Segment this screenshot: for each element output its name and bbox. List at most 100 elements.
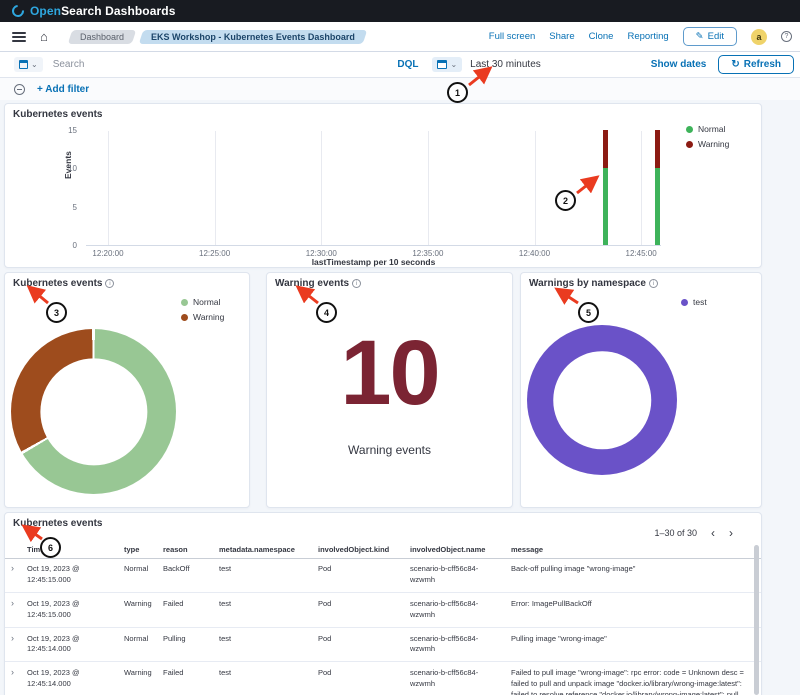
breadcrumb-current-dashboard[interactable]: EKS Workshop - Kubernetes Events Dashboa… bbox=[139, 30, 367, 44]
table-cell-namespace: test bbox=[217, 593, 312, 627]
donut-chart-events[interactable] bbox=[11, 329, 176, 494]
top-app-bar: OpenSearch Dashboards bbox=[0, 0, 800, 22]
legend-item-normal[interactable]: Normal bbox=[181, 297, 224, 307]
time-range-value[interactable]: Last 30 minutes bbox=[470, 59, 541, 70]
table-pagination: 1–30 of 30 ‹ › bbox=[654, 527, 733, 539]
legend-dot-icon bbox=[681, 299, 688, 306]
column-header-reason[interactable]: reason bbox=[161, 541, 213, 558]
table-cell-namespace: test bbox=[217, 558, 312, 592]
table-cell-name: scenario-b-cff56c84-wzwmh bbox=[408, 558, 505, 592]
table-row: ›Oct 19, 2023 @ 12:45:14.000NormalPullin… bbox=[5, 628, 761, 663]
metric-label: Warning events bbox=[267, 443, 512, 457]
y-tick-label: 5 bbox=[73, 203, 77, 212]
x-axis-label: lastTimestamp per 10 seconds bbox=[86, 257, 661, 267]
chevron-left-icon[interactable]: ‹ bbox=[711, 527, 715, 539]
table-cell-message: Pulling image "wrong-image" bbox=[509, 628, 749, 662]
table-body: ›Oct 19, 2023 @ 12:45:15.000NormalBackOf… bbox=[5, 558, 761, 695]
nav-actions: Full screen Share Clone Reporting ✎ Edit… bbox=[489, 27, 800, 46]
table-cell-time: Oct 19, 2023 @ 12:45:15.000 bbox=[25, 558, 118, 592]
table-cell-reason: Failed bbox=[161, 662, 213, 695]
panel-kubernetes-events-chart: Kubernetes events Events 051015 12:20:00… bbox=[4, 103, 762, 268]
gridline bbox=[535, 131, 536, 245]
full-screen-link[interactable]: Full screen bbox=[489, 31, 535, 42]
y-tick-label: 15 bbox=[68, 126, 77, 135]
info-icon[interactable]: i bbox=[105, 279, 114, 288]
pagination-range: 1–30 of 30 bbox=[654, 528, 697, 538]
refresh-button[interactable]: ↻ Refresh bbox=[718, 55, 794, 74]
bar-segment-normal[interactable] bbox=[655, 168, 660, 245]
row-expand-icon[interactable]: › bbox=[9, 628, 21, 662]
help-icon[interactable]: ? bbox=[781, 31, 792, 42]
column-header-type[interactable]: type bbox=[122, 541, 157, 558]
table-cell-name: scenario-b-cff56c84-wzwmh bbox=[408, 628, 505, 662]
info-icon[interactable]: i bbox=[649, 279, 658, 288]
legend-dot-icon bbox=[686, 141, 693, 148]
legend-item-test[interactable]: test bbox=[681, 297, 707, 307]
legend-label: test bbox=[693, 297, 707, 307]
breadcrumb-dashboard[interactable]: Dashboard bbox=[68, 30, 137, 44]
row-expand-icon[interactable]: › bbox=[9, 593, 21, 627]
chart-legend: test bbox=[681, 297, 707, 307]
opensearch-logo-icon bbox=[10, 3, 27, 20]
panel-title: Warnings by namespace i bbox=[529, 278, 658, 289]
donut-chart-namespaces[interactable] bbox=[527, 325, 677, 475]
table-scrollbar[interactable] bbox=[754, 545, 759, 695]
gridline bbox=[641, 131, 642, 245]
filter-icon[interactable] bbox=[14, 84, 25, 95]
table-cell-type: Normal bbox=[122, 558, 157, 592]
annotation-marker-3: 3 bbox=[46, 302, 67, 323]
column-header-message[interactable]: message bbox=[509, 541, 749, 558]
table-row: ›Oct 19, 2023 @ 12:45:15.000NormalBackOf… bbox=[5, 558, 761, 593]
clone-link[interactable]: Clone bbox=[589, 31, 614, 42]
time-series-plot[interactable] bbox=[86, 131, 661, 246]
annotation-marker-6: 6 bbox=[40, 537, 61, 558]
home-icon[interactable]: ⌂ bbox=[40, 30, 48, 43]
panel-kubernetes-events-table: Kubernetes events 1–30 of 30 ‹ › Time ▾ … bbox=[4, 512, 762, 695]
table-cell-kind: Pod bbox=[316, 628, 404, 662]
legend-item-normal[interactable]: Normal bbox=[686, 124, 729, 134]
table-cell-name: scenario-b-cff56c84-wzwmh bbox=[408, 662, 505, 695]
search-input[interactable] bbox=[53, 59, 353, 70]
bar-segment-warning[interactable] bbox=[603, 130, 608, 168]
legend-item-warning[interactable]: Warning bbox=[181, 312, 224, 322]
dql-button[interactable]: DQL bbox=[397, 59, 418, 70]
show-dates-button[interactable]: Show dates bbox=[651, 59, 707, 70]
legend-item-warning[interactable]: Warning bbox=[686, 139, 729, 149]
column-header-name[interactable]: involvedObject.name bbox=[408, 541, 505, 558]
bar-segment-normal[interactable] bbox=[603, 168, 608, 245]
panel-title: Kubernetes events i bbox=[13, 278, 114, 289]
legend-label: Normal bbox=[193, 297, 220, 307]
pencil-icon: ✎ bbox=[696, 31, 704, 42]
column-header-namespace[interactable]: metadata.namespace bbox=[217, 541, 312, 558]
annotation-marker-1: 1 bbox=[447, 82, 468, 103]
row-expand-icon[interactable]: › bbox=[9, 662, 21, 695]
column-header-kind[interactable]: involvedObject.kind bbox=[316, 541, 404, 558]
table-cell-time: Oct 19, 2023 @ 12:45:15.000 bbox=[25, 593, 118, 627]
table-cell-name: scenario-b-cff56c84-wzwmh bbox=[408, 593, 505, 627]
annotation-marker-5: 5 bbox=[578, 302, 599, 323]
table-cell-kind: Pod bbox=[316, 593, 404, 627]
info-icon[interactable]: i bbox=[352, 279, 361, 288]
date-picker-button[interactable]: ⌄ bbox=[432, 57, 462, 72]
add-filter-button[interactable]: + Add filter bbox=[37, 84, 89, 95]
saved-query-menu-button[interactable]: ⌄ bbox=[14, 57, 43, 72]
row-expand-icon[interactable]: › bbox=[9, 558, 21, 592]
reporting-link[interactable]: Reporting bbox=[627, 31, 668, 42]
query-bar-right: DQL ⌄ Last 30 minutes Show dates ↻ Refre… bbox=[397, 52, 800, 77]
legend-label: Normal bbox=[698, 124, 725, 134]
table-cell-type: Warning bbox=[122, 593, 157, 627]
chevron-down-icon: ⌄ bbox=[31, 61, 38, 69]
share-link[interactable]: Share bbox=[549, 31, 574, 42]
table-cell-reason: Pulling bbox=[161, 628, 213, 662]
bar-segment-warning[interactable] bbox=[655, 130, 660, 168]
chevron-right-icon[interactable]: › bbox=[729, 527, 733, 539]
edit-button[interactable]: ✎ Edit bbox=[683, 27, 737, 46]
column-header-time[interactable]: Time ▾ bbox=[25, 541, 118, 558]
menu-icon[interactable] bbox=[12, 32, 26, 42]
table-cell-message: Failed to pull image "wrong-image": rpc … bbox=[509, 662, 749, 695]
legend-label: Warning bbox=[193, 312, 224, 322]
avatar[interactable]: a bbox=[751, 29, 767, 45]
panel-title: Kubernetes events bbox=[13, 518, 102, 529]
gridline bbox=[215, 131, 216, 245]
gridline bbox=[428, 131, 429, 245]
